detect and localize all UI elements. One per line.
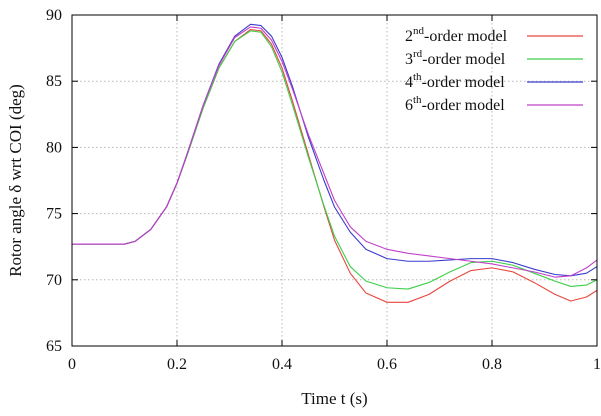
plot-frame	[71, 14, 598, 347]
legend-label: 3rd-order model	[405, 48, 506, 68]
x-tick-label: 0.4	[272, 356, 292, 373]
x-tick-label: 0	[68, 356, 76, 373]
y-tick-label: 75	[46, 206, 62, 223]
y-tick-label: 70	[46, 272, 62, 289]
grid	[72, 15, 597, 346]
y-tick-label: 90	[46, 7, 62, 24]
x-tick-label: 0.8	[482, 356, 502, 373]
y-tick-label: 85	[46, 73, 62, 90]
y-tick-label: 65	[46, 338, 62, 355]
x-axis-title: Time t (s)	[301, 389, 367, 408]
axis-ticks: 0 0.2 0.4 0.6 0.8 1 65 70 75 80 85 90	[46, 7, 601, 373]
legend: 2nd-order model 3rd-order model 4th-order …	[405, 25, 583, 114]
x-tick-label: 0.2	[167, 356, 187, 373]
x-tick-label: 1	[593, 356, 601, 373]
x-tick-label: 0.6	[377, 356, 397, 373]
legend-label: 6th-order model	[405, 94, 505, 114]
legend-label: 4th-order model	[405, 71, 505, 91]
series-lines	[72, 23, 598, 303]
legend-label: 2nd-order model	[405, 25, 508, 45]
series-line-4	[72, 26, 598, 278]
y-axis-title: Rotor angle δ wrt COI (deg)	[6, 84, 25, 277]
y-tick-label: 80	[46, 139, 62, 156]
